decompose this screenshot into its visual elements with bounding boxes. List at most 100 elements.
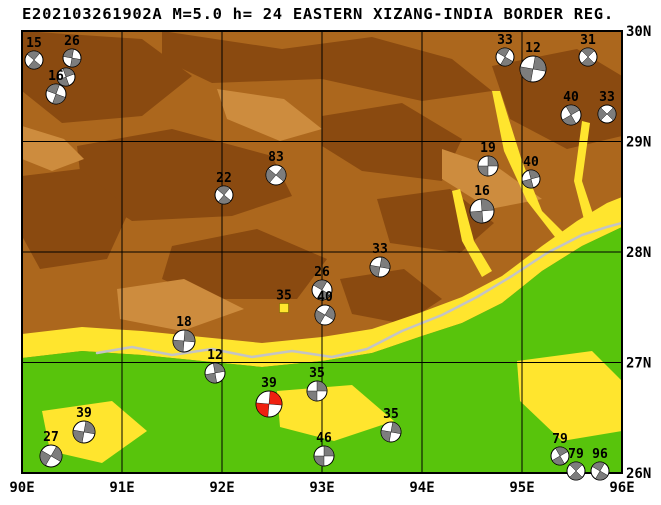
beachball-quadrants [72, 420, 96, 444]
terrain-valley [217, 89, 322, 141]
focal-mechanism-beachball: 79 [550, 432, 570, 466]
focal-mechanism-beachball: 39 [72, 406, 96, 444]
focal-mechanism-beachball: 79 [566, 447, 586, 481]
event-depth-label: 35 [309, 366, 325, 381]
terrain-ridge [77, 129, 292, 221]
beachball-quadrants [597, 107, 617, 121]
focal-mechanism-beachball: 39 [255, 376, 283, 418]
beachball-quadrants [62, 48, 82, 68]
focal-mechanism-beachball: 31 [578, 33, 598, 67]
focal-mechanism-beachball: 35 [380, 407, 402, 443]
event-depth-label: 79 [568, 447, 584, 462]
beachball-quadrants [469, 198, 495, 224]
terrain-ridge [162, 229, 327, 299]
event-depth-label: 39 [261, 376, 277, 391]
longitude-tick-label: 92E [209, 480, 234, 496]
beachball-quadrants [496, 47, 514, 67]
event-depth-label: 40 [317, 290, 333, 305]
terrain-stream [452, 189, 492, 277]
event-depth-label: 40 [523, 155, 539, 170]
square-marker-shape [279, 303, 289, 313]
map-area: 15 26 16 33 12 31 40 33 83 22 19 40 16 33 26 35 40 18 12 39… [21, 30, 623, 481]
beachball-quadrants [581, 47, 595, 67]
event-depth-label: 31 [580, 33, 596, 48]
terrain-plain-patch [517, 351, 622, 441]
event-depth-label: 33 [599, 90, 615, 105]
event-depth-label: 39 [76, 406, 92, 421]
latitude-tick-label: 28N [626, 245, 651, 261]
focal-mechanism-beachball: 12 [519, 41, 547, 83]
event-depth-label: 40 [563, 90, 579, 105]
focal-mechanism-beachball: 33 [369, 242, 391, 278]
terrain-plain-patch [277, 385, 394, 441]
axis-tick-labels: 90E 91E 92E 93E 94E 95E 96E 30N 29N 28N 27N 26N [9, 24, 651, 496]
beachball-quadrants [204, 362, 226, 384]
terrain-valley [117, 279, 244, 331]
longitude-tick-label: 90E [9, 480, 34, 496]
latitude-tick-label: 27N [626, 356, 651, 372]
focal-mechanism-events: 15 26 16 33 12 31 40 33 83 22 19 40 16 33 26 35 40 18 12 39… [24, 33, 617, 481]
beachball-quadrants [255, 390, 283, 418]
beachball-quadrants [313, 279, 331, 301]
focal-mechanism-beachball: 16 [45, 69, 67, 105]
focal-mechanism-beachball: 22 [214, 171, 234, 205]
event-depth-label: 16 [48, 69, 64, 84]
beachball-quadrants [591, 461, 609, 481]
focal-mechanism-beachball: 33 [597, 90, 617, 124]
focal-mechanism-beachball [56, 67, 76, 87]
focal-mechanism-beachball: 26 [311, 265, 333, 301]
event-depth-label: 33 [372, 242, 388, 257]
terrain-stream [574, 121, 597, 231]
river-line [95, 221, 622, 359]
latitude-tick-label: 29N [626, 135, 651, 151]
focal-mechanism-beachball: 33 [495, 33, 515, 67]
beachball-quadrants [477, 155, 499, 177]
focal-mechanism-beachball: 12 [204, 348, 226, 384]
latitude-tick-label: 30N [626, 24, 651, 40]
event-depth-label: 22 [216, 171, 232, 186]
terrain-ridge [22, 169, 130, 269]
event-depth-label: 26 [314, 265, 330, 280]
focal-mechanism-beachball: 46 [313, 431, 335, 467]
focal-mechanism-beachball: 18 [172, 315, 196, 353]
beachball-quadrants [551, 446, 569, 466]
graticule-grid [22, 31, 622, 473]
focal-mechanism-beachball: 96 [590, 447, 610, 481]
event-depth-label: 12 [525, 41, 541, 56]
beachball-quadrants [562, 104, 580, 126]
focal-mechanism-beachball: 83 [265, 150, 287, 186]
latitude-tick-label: 26N [626, 466, 651, 482]
beachball-quadrants [265, 167, 287, 183]
focal-mechanism-beachball: 19 [477, 141, 499, 177]
terrain-valley [22, 126, 84, 171]
beachball-quadrants [519, 55, 547, 83]
event-depth-label: 35 [383, 407, 399, 422]
event-depth-label: 33 [497, 33, 513, 48]
beachball-quadrants [46, 83, 66, 105]
longitude-tick-label: 95E [509, 480, 534, 496]
focal-mechanism-beachball: 40 [521, 155, 541, 189]
event-depth-label: 26 [64, 34, 80, 49]
event-depth-label: 12 [207, 348, 223, 363]
terrain-plain [22, 227, 622, 473]
focal-mechanism-beachball: 35 [306, 366, 328, 402]
beachball-quadrants [306, 380, 328, 402]
beachball-quadrants [216, 185, 232, 205]
event-depth-label: 27 [43, 430, 59, 445]
beachball-quadrants [313, 445, 335, 467]
longitude-tick-label: 91E [109, 480, 134, 496]
beachball-quadrants [26, 50, 42, 70]
event-depth-label: 96 [592, 447, 608, 462]
focal-mechanism-beachball: 40 [314, 290, 336, 326]
focal-mechanism-beachball: 27 [39, 430, 63, 468]
event-depth-label: 18 [176, 315, 192, 330]
beachball-quadrants [522, 169, 540, 189]
terrain-ridge [162, 31, 492, 101]
beachball-quadrants [314, 306, 336, 324]
beachball-quadrants [39, 446, 63, 466]
longitude-tick-label: 96E [609, 480, 634, 496]
map-frame [21, 30, 623, 474]
longitude-tick-label: 94E [409, 480, 434, 496]
